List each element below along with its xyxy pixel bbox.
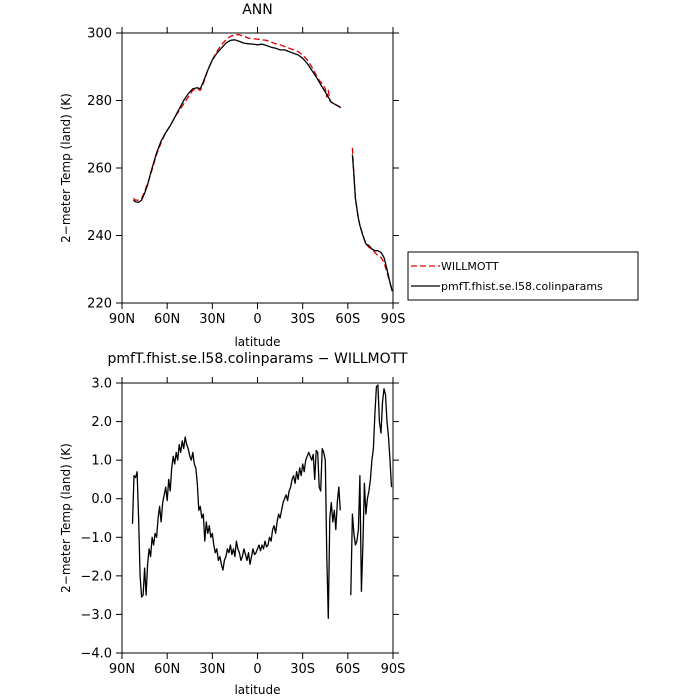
chart-title: pmfT.fhist.se.l58.colinparams − WILLMOTT — [107, 351, 407, 367]
x-axis-label: latitude — [234, 335, 280, 349]
y-tick-label: 3.0 — [91, 377, 112, 392]
y-tick-label: 0.0 — [91, 492, 112, 507]
y-tick-label: 260 — [87, 162, 112, 177]
plot-frame — [121, 32, 394, 304]
series-line-2-segment-2 — [351, 154, 393, 292]
x-tick-label: 60N — [154, 312, 180, 327]
y-tick-label: −2.0 — [80, 569, 112, 584]
y-tick-label: 240 — [87, 229, 112, 244]
x-tick-label: 30N — [199, 312, 225, 327]
y-tick-label: 300 — [87, 27, 112, 42]
y-tick-label: −1.0 — [80, 531, 112, 546]
y-tick-label: 1.0 — [91, 454, 112, 469]
y-axis-label: 2−meter Temp (land) (K) — [59, 93, 73, 243]
x-tick-label: 90S — [381, 312, 406, 327]
legend: WILLMOTT pmfT.fhist.se.l58.colinparams — [407, 251, 639, 301]
legend-entry-label: WILLMOTT — [441, 260, 499, 273]
x-tick-label: 90N — [109, 312, 135, 327]
y-tick-label: −4.0 — [80, 647, 112, 662]
chart-panel-1: 90N 60N 30N 0 30S 60S 90S 220 240 260 280 300 ANN lat… — [59, 2, 639, 349]
x-tick-label: 30S — [290, 662, 315, 677]
legend-entry-label: pmfT.fhist.se.l58.colinparams — [441, 280, 603, 293]
chart-title: ANN — [242, 2, 273, 18]
x-tick-label: 60N — [154, 662, 180, 677]
x-tick-label: 90N — [109, 662, 135, 677]
x-tick-label: 30N — [199, 662, 225, 677]
y-tick-label: 220 — [87, 297, 112, 312]
x-tick-label: 30S — [290, 312, 315, 327]
series-line-1-segment-1 — [131, 436, 341, 619]
x-tick-label: 60S — [335, 312, 360, 327]
x-axis-label: latitude — [234, 683, 280, 697]
series-line-1-segment-1 — [132, 34, 343, 201]
x-tick-label: 90S — [381, 662, 406, 677]
series-line-1-segment-2 — [350, 384, 393, 596]
series-line-2-segment-1 — [132, 39, 341, 204]
chart-panel-2: 90N 60N 30N 0 30S 60S 90S 3.0 2.0 1.0 0.0 −1.0 −2.0 −… — [59, 351, 408, 697]
x-tick-label: 0 — [253, 312, 261, 327]
x-tick-label: 60S — [335, 662, 360, 677]
y-tick-label: −3.0 — [80, 608, 112, 623]
legend-box — [407, 251, 639, 301]
y-axis-label: 2−meter Temp (land) (K) — [59, 443, 73, 593]
y-tick-label: 280 — [87, 94, 112, 109]
y-tick-label: 2.0 — [91, 415, 112, 430]
x-tick-label: 0 — [253, 662, 261, 677]
